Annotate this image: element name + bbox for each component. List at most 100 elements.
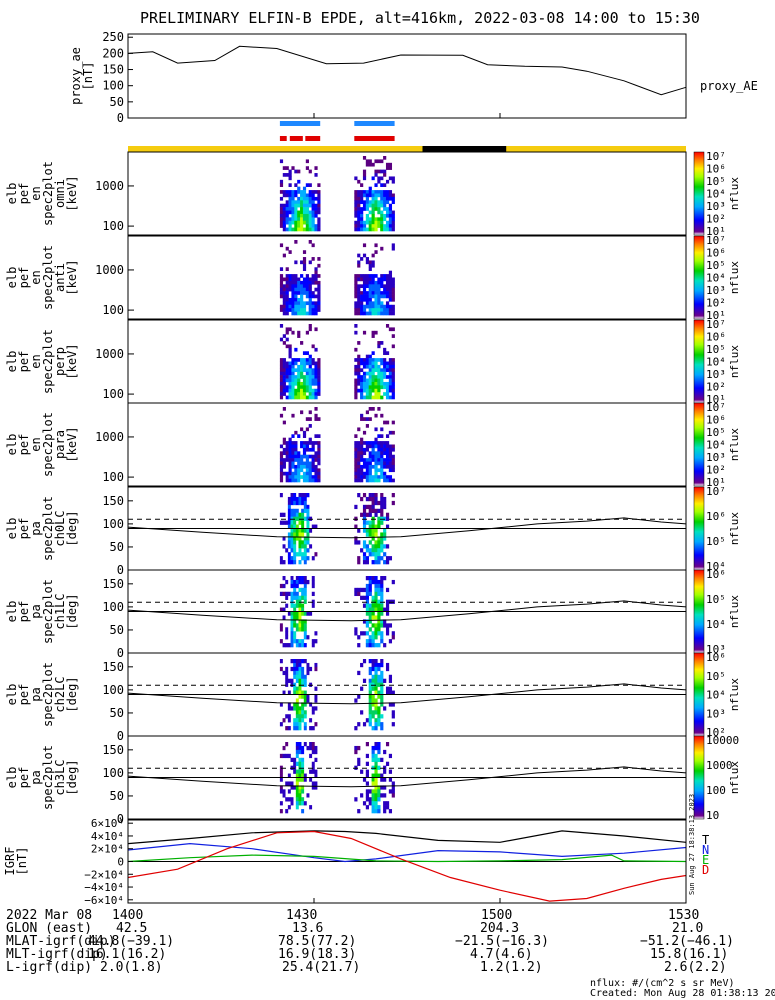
panel-para-cell bbox=[362, 430, 367, 435]
panel-para-cell bbox=[288, 478, 292, 483]
panel-perp-cell bbox=[308, 354, 312, 359]
panel-para-cell bbox=[371, 464, 375, 469]
panel-para-cell bbox=[308, 447, 312, 452]
mlat-1500: −21.5(−16.3) bbox=[455, 934, 549, 949]
panel-perp-cell bbox=[380, 381, 384, 386]
panel-omni-cell bbox=[294, 210, 298, 215]
panel-perp-cell bbox=[294, 368, 298, 373]
panel-perp-ylabel-line: perp bbox=[53, 347, 67, 376]
panel-omni-cell bbox=[285, 220, 289, 225]
panel-para-cell bbox=[282, 458, 286, 462]
panel-ch3LC-cell bbox=[309, 753, 313, 759]
panel-perp-cell bbox=[388, 358, 393, 362]
panel-anti-cell bbox=[357, 294, 361, 299]
panel-anti-cell bbox=[291, 284, 295, 289]
panel-para-cell bbox=[297, 434, 301, 438]
glon-1430: 13.6 bbox=[292, 921, 324, 936]
panel-omni-cell bbox=[357, 193, 361, 198]
panel-anti-cell bbox=[388, 297, 393, 302]
panel-anti-cell bbox=[291, 297, 295, 302]
panel-perp-cell bbox=[288, 392, 292, 396]
panel-ch3LC-cell bbox=[309, 769, 313, 774]
panel-ch1LC-cell bbox=[306, 611, 310, 616]
panel-perp-cell bbox=[371, 378, 375, 383]
panel-ch0LC-cell bbox=[368, 524, 372, 529]
panel-perp-cell bbox=[282, 388, 286, 393]
panel-para-cell bbox=[282, 461, 286, 466]
panel-ch2LC-cell bbox=[303, 698, 307, 703]
panel-ch3LC-cell bbox=[385, 761, 390, 766]
panel-ch1LC-cell bbox=[293, 595, 297, 600]
panel-ch1LC-cell bbox=[357, 635, 361, 640]
panel-perp-cell bbox=[374, 388, 378, 393]
panel-omni-cell bbox=[391, 213, 395, 218]
panel-para-cell bbox=[305, 468, 309, 473]
panel-ch2LC-cell bbox=[309, 718, 313, 723]
panel-ch3LC-cell bbox=[357, 745, 361, 751]
time-1500: 1500 bbox=[481, 908, 513, 923]
panel-perp-cell bbox=[279, 364, 284, 369]
panel-omni-cell bbox=[300, 224, 304, 228]
panel-perp-cell bbox=[317, 371, 321, 376]
panel-omni-cell bbox=[288, 190, 292, 194]
panel-para-cell bbox=[383, 471, 387, 476]
panel-omni-cell bbox=[282, 207, 286, 211]
panel-anti-cell bbox=[305, 274, 309, 278]
panel-omni-cell bbox=[380, 159, 384, 164]
panel-omni-cell bbox=[282, 203, 286, 208]
panel-anti-cell bbox=[365, 294, 369, 299]
panel-omni-cell bbox=[380, 227, 384, 232]
panel-ch0LC-cell bbox=[303, 516, 307, 521]
panel-ch3LC-cell bbox=[303, 773, 307, 778]
panel-perp-cell bbox=[279, 375, 284, 379]
panel-omni-cell bbox=[380, 183, 384, 187]
panel-para-cell bbox=[391, 420, 395, 425]
panel-anti-cell bbox=[357, 260, 361, 265]
panel-ch0LC-cell bbox=[282, 544, 286, 549]
panel-ch0LC-cell bbox=[371, 560, 375, 565]
panel-ch0LC-cell bbox=[301, 496, 305, 502]
panel-ch0LC-cell bbox=[282, 512, 286, 517]
panel-omni-cell bbox=[385, 227, 390, 232]
panel-omni-cell bbox=[317, 193, 321, 198]
panel-ch0LC-cell bbox=[380, 508, 384, 514]
panel-ch3LC-cell bbox=[362, 777, 367, 782]
panel-omni-cell bbox=[377, 176, 381, 181]
panel-ch3LC-cell bbox=[314, 769, 318, 774]
panel-anti-colorbar-tick: 10⁵ bbox=[706, 259, 726, 272]
panel-anti-cell bbox=[297, 287, 301, 292]
panel-ch2LC-cell bbox=[368, 722, 372, 727]
panel-omni-cell bbox=[311, 217, 315, 222]
igrf-line-N bbox=[127, 842, 687, 863]
panel-ch0LC-cell bbox=[311, 524, 315, 529]
panel-ch3LC-cell bbox=[311, 742, 315, 747]
panel-para-cell bbox=[314, 413, 318, 418]
panel-ch2LC-cell bbox=[368, 702, 372, 707]
panel-para-cell bbox=[314, 471, 318, 476]
panel-ch3LC-cell bbox=[371, 789, 375, 794]
panel-para-cell bbox=[380, 444, 384, 449]
panel-anti-cell bbox=[365, 301, 369, 306]
panel-perp-colorbar bbox=[693, 319, 705, 404]
panel-perp-ylabel-line: [keV] bbox=[65, 343, 79, 379]
panel-ch1LC-cell bbox=[279, 591, 283, 597]
panel-perp-cell bbox=[291, 378, 295, 383]
panel-ch0LC-cell bbox=[380, 548, 384, 553]
panel-ch0LC-cell bbox=[293, 540, 297, 545]
panel-perp-cell bbox=[354, 371, 358, 376]
panel-omni-cell bbox=[297, 213, 301, 218]
panel-perp-cell bbox=[302, 388, 307, 393]
panel-ch0LC-cell bbox=[368, 504, 372, 510]
panel-omni-ylabel-line: [keV] bbox=[65, 175, 79, 211]
panel-ch0LC-cell bbox=[290, 532, 294, 537]
panel-ch1LC-cell bbox=[374, 591, 378, 597]
panel-ch2LC-cell bbox=[385, 666, 390, 672]
panel-ch2LC-cell bbox=[374, 686, 378, 691]
panel-ch0LC-cell bbox=[303, 552, 307, 557]
panel-perp-cell bbox=[362, 381, 367, 386]
panel-ch1LC-cell bbox=[290, 611, 294, 616]
panel-para-cell bbox=[385, 461, 390, 466]
panel-ch3LC-cell bbox=[380, 793, 384, 798]
panel-para-ylabel-line: para bbox=[53, 430, 67, 459]
panel-anti-cell bbox=[291, 287, 295, 292]
